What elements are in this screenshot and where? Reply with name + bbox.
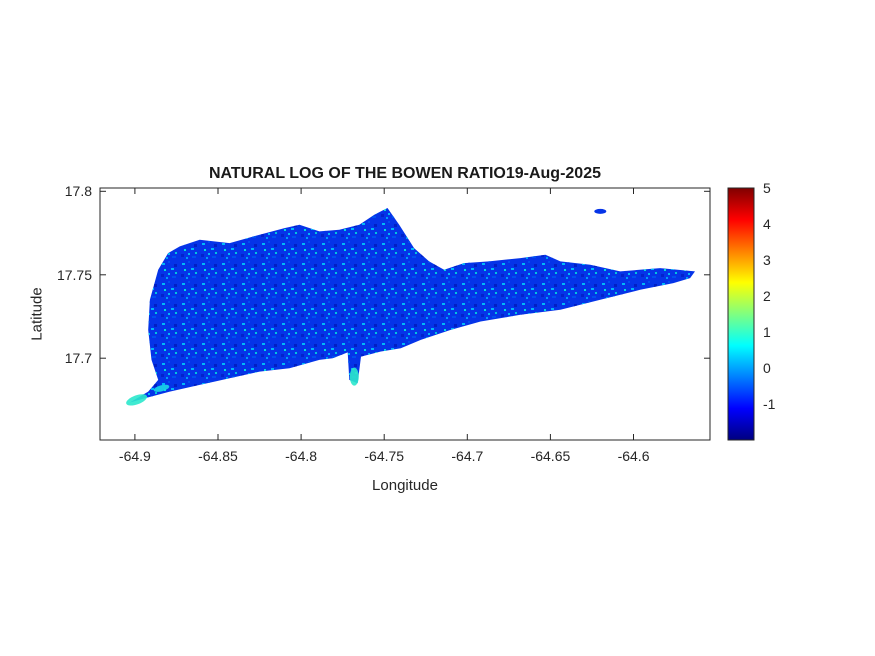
tick-marks: [100, 188, 710, 440]
south-spike-cyan: [349, 367, 359, 386]
colorbar-tick-label: 3: [763, 252, 771, 268]
x-tick-label: -64.9: [118, 448, 151, 464]
colorbar-tick-label: 4: [763, 216, 771, 232]
colorbar-tick-label: 1: [763, 324, 771, 340]
x-tick-label: -64.85: [198, 448, 238, 464]
x-tick-label: -64.6: [617, 448, 650, 464]
y-tick-label: 17.8: [64, 183, 92, 200]
x-tick-label: -64.7: [451, 448, 484, 464]
colorbar-tick-label: -1: [763, 396, 776, 412]
plot-title: NATURAL LOG OF THE BOWEN RATIO19-Aug-202…: [208, 165, 601, 182]
colorbar-tick-label: 0: [763, 360, 771, 376]
map-extras: [126, 208, 607, 406]
southwest-coast-cyan: [153, 384, 170, 392]
x-tick-label: -64.65: [530, 448, 571, 464]
x-axis-label: Longitude: [372, 477, 438, 494]
x-tick-label: -64.75: [364, 448, 405, 464]
x-tick-label: -64.8: [285, 448, 318, 464]
y-axis-label: Latitude: [28, 287, 46, 341]
islet-northeast: [594, 208, 607, 214]
colorbar: [727, 187, 755, 441]
southwest-tip-cyan: [126, 394, 148, 406]
axes-box: [99, 187, 711, 441]
y-tick-label: 17.7: [64, 350, 92, 367]
y-tick-label: 17.75: [56, 266, 92, 283]
colorbar-tick-label: 5: [763, 180, 771, 196]
island-texture: [129, 208, 695, 403]
colorbar-tick-label: 2: [763, 288, 771, 304]
